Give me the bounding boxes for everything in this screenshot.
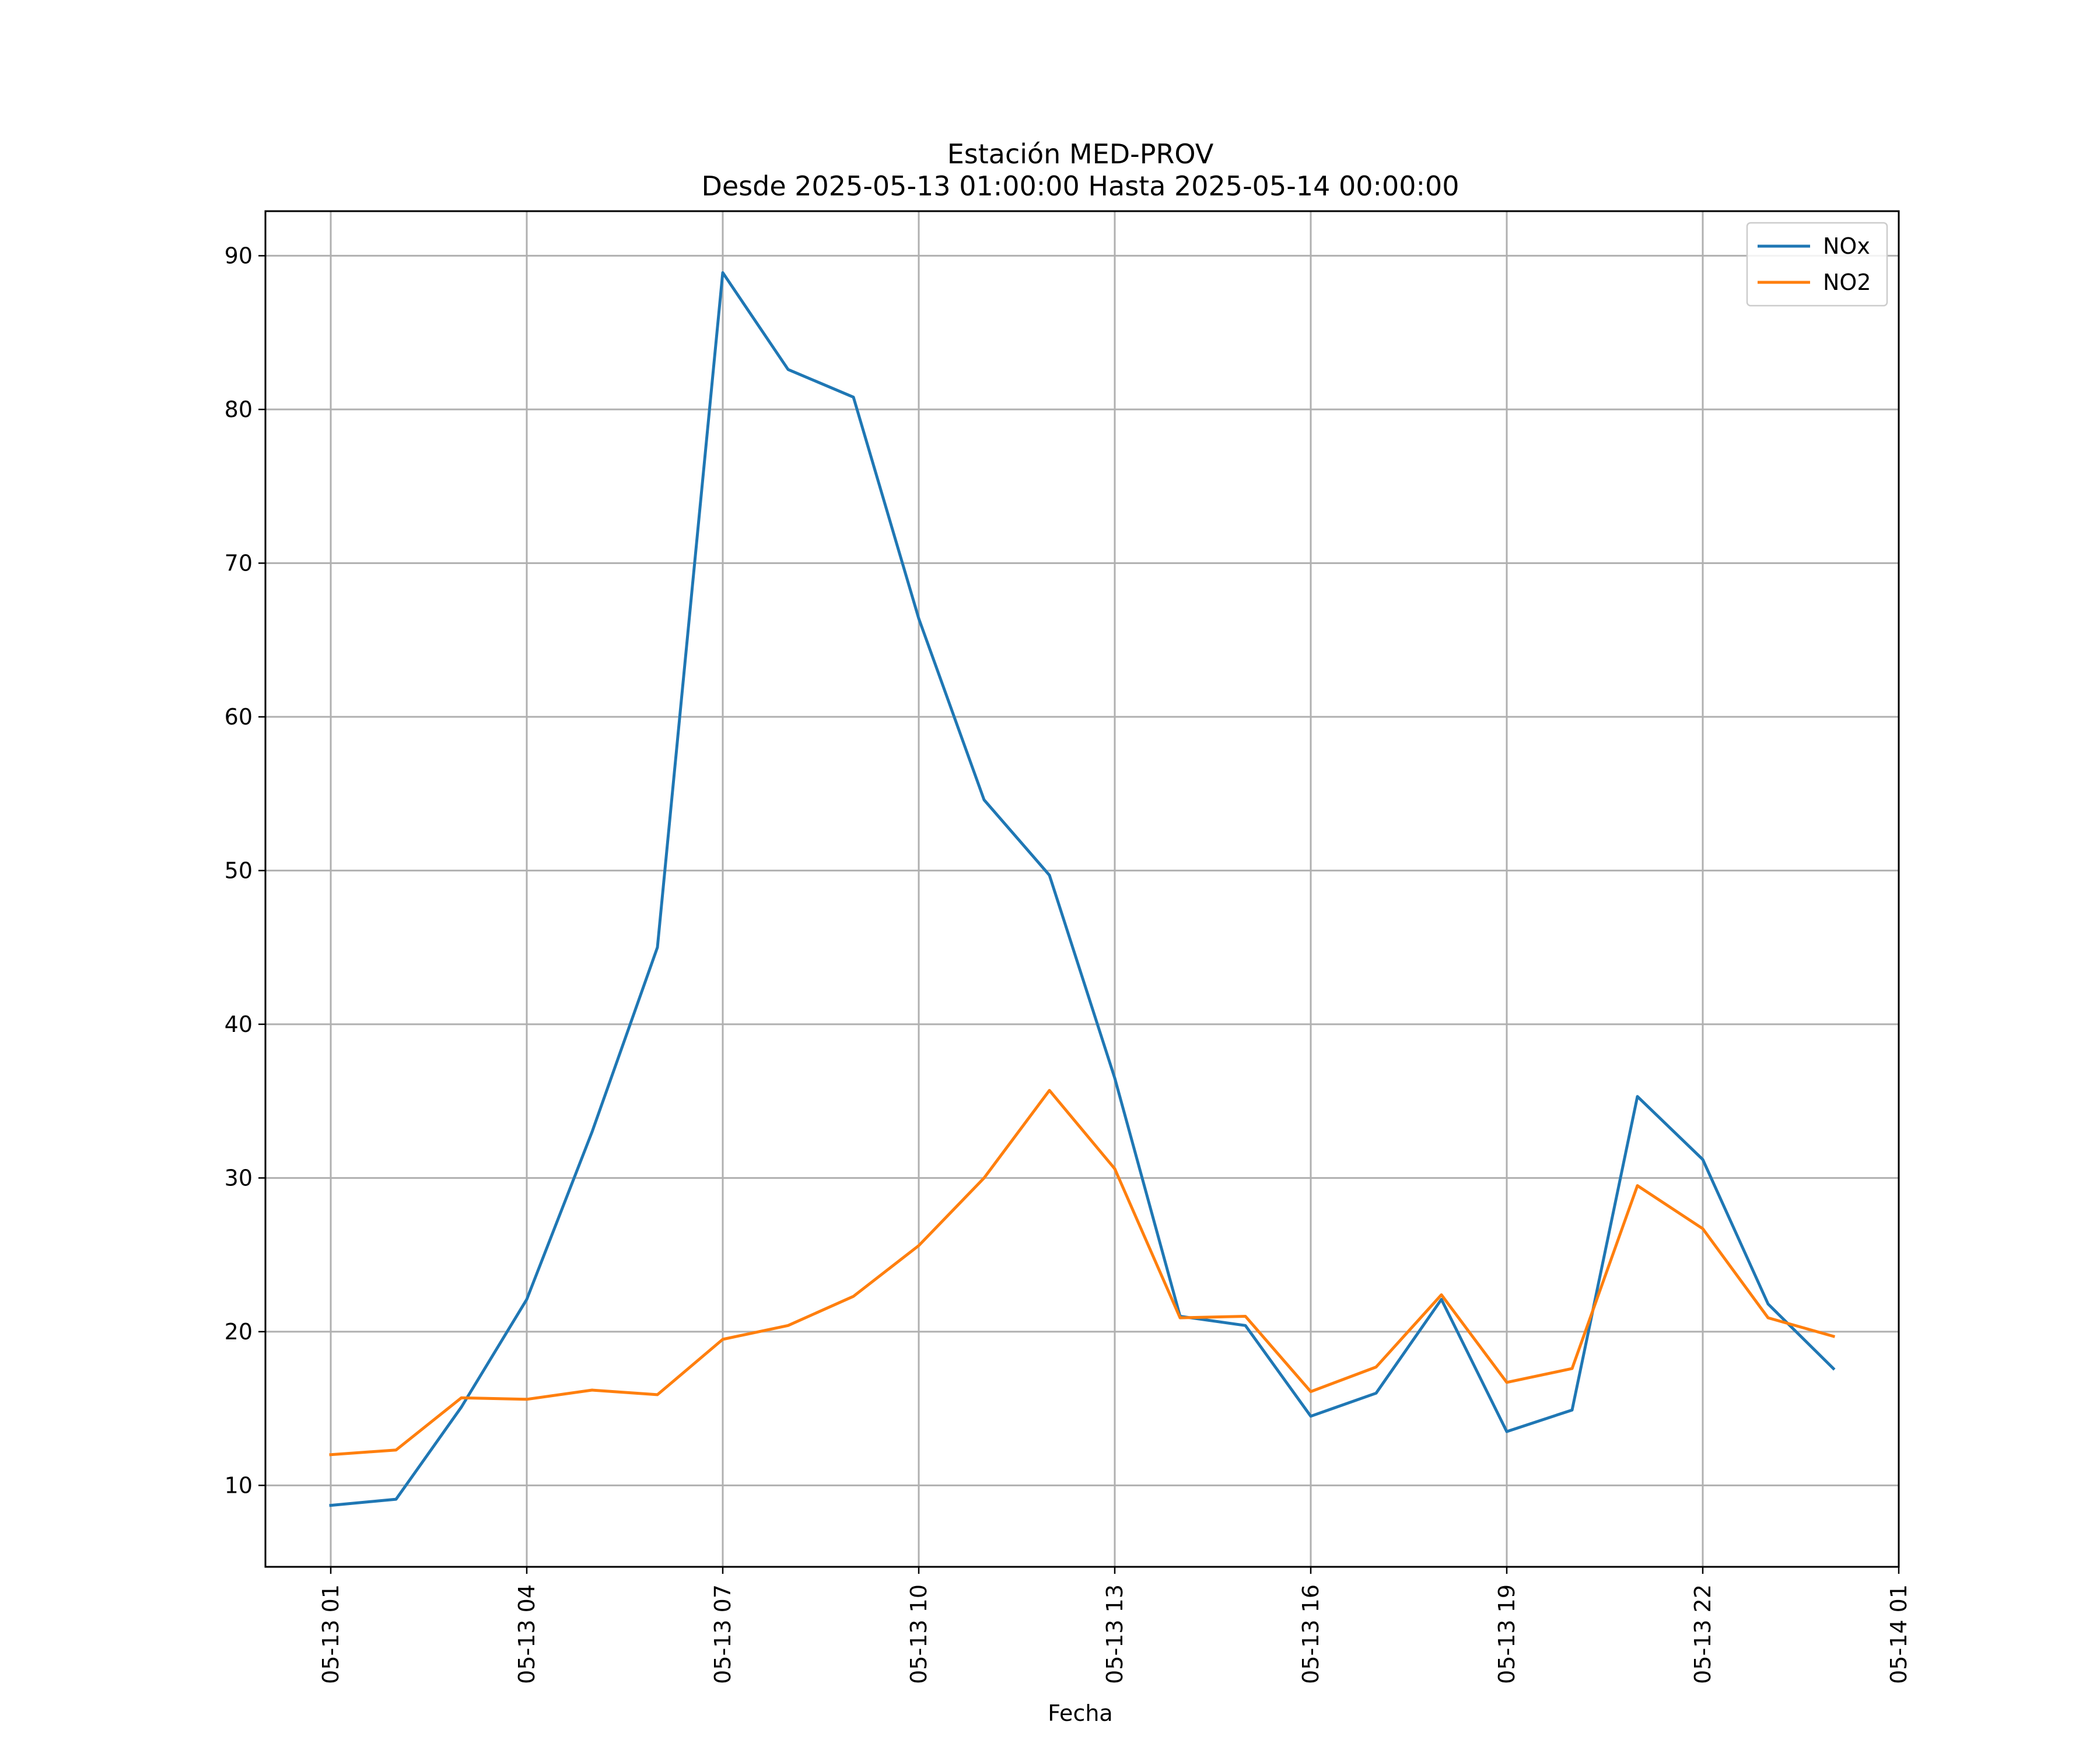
legend-label-nox: NOx bbox=[1823, 233, 1870, 259]
x-tick-label: 05-13 16 bbox=[1298, 1584, 1324, 1684]
legend-label-no2: NO2 bbox=[1823, 270, 1871, 295]
y-tick-label: 30 bbox=[225, 1165, 253, 1191]
y-tick-label: 10 bbox=[225, 1472, 253, 1498]
plot-frame bbox=[264, 210, 1900, 1568]
x-tick-label: 05-13 07 bbox=[710, 1584, 736, 1684]
y-tick-label: 70 bbox=[225, 550, 253, 576]
grid-layer bbox=[265, 211, 1899, 1567]
y-tick-label: 80 bbox=[225, 397, 253, 422]
legend: NOx NO2 bbox=[1746, 222, 1888, 307]
series-layer bbox=[329, 271, 1836, 1507]
y-tick-label: 40 bbox=[225, 1012, 253, 1037]
chart-title: Estación MED-PROV bbox=[947, 138, 1214, 170]
series-line-no2 bbox=[329, 1088, 1836, 1457]
y-tick-label: 60 bbox=[225, 704, 253, 730]
y-tick-label: 90 bbox=[225, 243, 253, 268]
x-tick-label: 05-13 19 bbox=[1494, 1584, 1520, 1684]
x-axis-label: Fecha bbox=[1048, 1700, 1112, 1726]
x-tick-label: 05-13 04 bbox=[514, 1584, 540, 1684]
y-tick-label: 20 bbox=[225, 1319, 253, 1345]
x-axis: 05-13 01 05-13 04 05-13 07 05-13 10 05-13 13… bbox=[318, 1567, 1912, 1684]
y-axis: 10 20 30 40 50 60 70 80 90 bbox=[225, 243, 265, 1498]
x-tick-label: 05-13 13 bbox=[1102, 1584, 1128, 1684]
y-tick-label: 50 bbox=[225, 858, 253, 883]
chart-subtitle: Desde 2025-05-13 01:00:00 Hasta 2025-05-… bbox=[701, 170, 1459, 202]
series-line-nox bbox=[329, 271, 1836, 1507]
x-tick-label: 05-13 10 bbox=[906, 1584, 932, 1684]
legend-box bbox=[1746, 222, 1888, 307]
x-tick-label: 05-14 01 bbox=[1886, 1584, 1912, 1684]
x-tick-label: 05-13 01 bbox=[318, 1584, 344, 1684]
x-tick-label: 05-13 22 bbox=[1690, 1584, 1716, 1684]
